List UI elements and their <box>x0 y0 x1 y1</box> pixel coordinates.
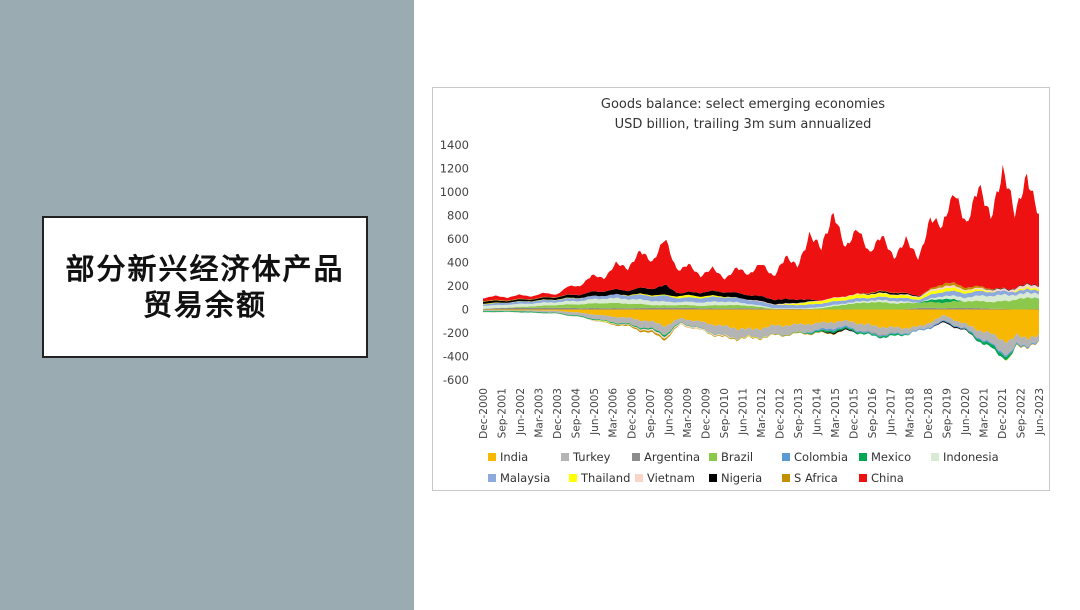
x-tick-label: Dec-2012 <box>775 388 787 439</box>
x-tick-label: Dec-2018 <box>923 388 935 439</box>
series-area-china <box>483 164 1039 302</box>
legend-swatch <box>709 453 717 461</box>
legend-item-india: India <box>488 450 528 464</box>
legend-label: Argentina <box>644 450 700 464</box>
slide-heading: 部分新兴经济体产品贸易余额 <box>65 252 345 322</box>
legend-item-malaysia: Malaysia <box>488 471 550 485</box>
y-tick-label: 0 <box>462 303 469 317</box>
x-tick-label: Dec-2003 <box>552 388 564 439</box>
series-area-india <box>483 309 1039 344</box>
x-tick-label: Dec-2009 <box>700 388 712 439</box>
legend-swatch <box>632 453 640 461</box>
legend-label: Turkey <box>572 450 611 464</box>
x-tick-label: Jun-2023 <box>1034 388 1046 436</box>
legend-swatch <box>859 474 867 482</box>
series-area-brazil <box>483 297 1039 336</box>
x-tick-label: Sep-2004 <box>571 388 583 439</box>
y-tick-label: 1400 <box>440 138 469 152</box>
x-axis: Dec-2000 Sep-2001 Jun-2002 Mar-2003 Dec-2003… <box>478 388 1046 439</box>
legend-label: Malaysia <box>500 471 550 485</box>
legend-swatch <box>709 474 717 482</box>
legend-swatch <box>488 453 496 461</box>
legend-item-china: China <box>859 471 904 485</box>
y-tick-label: -400 <box>443 350 469 364</box>
y-tick-label: 200 <box>447 279 469 293</box>
legend-swatch <box>561 453 569 461</box>
legend-label: Colombia <box>794 450 848 464</box>
series-area-malaysia <box>483 288 1039 309</box>
x-tick-label: Jun-2011 <box>738 388 750 436</box>
legend-label: Brazil <box>721 450 753 464</box>
x-tick-label: Mar-2012 <box>756 388 768 438</box>
x-tick-label: Sep-2016 <box>867 388 879 439</box>
legend-label: S Africa <box>794 471 838 485</box>
chart-frame: Goods balance: select emerging economies… <box>432 87 1050 491</box>
x-tick-label: Mar-2003 <box>534 388 546 438</box>
y-tick-label: 600 <box>447 232 469 246</box>
legend-item-nigeria: Nigeria <box>709 471 762 485</box>
legend-item-turkey: Turkey <box>561 450 611 464</box>
legend-swatch <box>859 453 867 461</box>
y-tick-label: -600 <box>443 373 469 387</box>
legend-item-argentina: Argentina <box>632 450 700 464</box>
legend-item-s-africa: S Africa <box>782 471 838 485</box>
chart-legend: India Turkey Argentina Brazil Colombia Mexico… <box>488 450 999 485</box>
chart-title: Goods balance: select emerging economies <box>601 97 885 112</box>
legend-label: Thailand <box>580 471 630 485</box>
stacked-area-chart: Goods balance: select emerging economies… <box>440 97 1046 485</box>
x-tick-label: Sep-2001 <box>497 388 509 438</box>
legend-label: Mexico <box>871 450 911 464</box>
left-panel: 部分新兴经济体产品贸易余额 <box>0 0 414 610</box>
x-tick-label: Jun-2008 <box>663 388 675 436</box>
legend-swatch <box>782 453 790 461</box>
legend-item-indonesia: Indonesia <box>931 450 999 464</box>
x-tick-label: Jun-2005 <box>589 388 601 436</box>
legend-label: Indonesia <box>943 450 999 464</box>
x-tick-label: Dec-2021 <box>997 388 1009 439</box>
x-tick-label: Sep-2010 <box>719 388 731 438</box>
legend-label: India <box>500 450 528 464</box>
x-tick-label: Dec-2000 <box>478 388 490 439</box>
y-tick-label: 800 <box>447 209 469 223</box>
y-axis: 1400 1200 1000 800 600 400 200 0 -200 -400 -600 <box>440 138 469 387</box>
plot-area <box>483 164 1039 361</box>
series-area-turkey <box>483 310 1039 356</box>
y-tick-label: -200 <box>443 326 469 340</box>
series-area-vietnam <box>483 283 1039 341</box>
y-tick-label: 1200 <box>440 162 469 176</box>
x-tick-label: Mar-2015 <box>830 388 842 438</box>
x-tick-label: Mar-2021 <box>978 388 990 438</box>
x-tick-label: Sep-2019 <box>941 388 953 438</box>
legend-label: Vietnam <box>647 471 695 485</box>
legend-item-mexico: Mexico <box>859 450 911 464</box>
chart-subtitle: USD billion, trailing 3m sum annualized <box>615 117 872 132</box>
x-tick-label: Mar-2018 <box>904 388 916 438</box>
legend-swatch <box>931 453 939 461</box>
x-tick-label: Jun-2002 <box>515 388 527 436</box>
y-tick-label: 1000 <box>440 185 469 199</box>
x-tick-label: Jun-2017 <box>886 388 898 436</box>
legend-swatch <box>569 474 577 482</box>
series-area-indonesia <box>483 291 1039 310</box>
x-tick-label: Dec-2006 <box>626 388 638 439</box>
x-tick-label: Mar-2006 <box>608 388 620 438</box>
legend-item-vietnam: Vietnam <box>635 471 695 485</box>
legend-label: China <box>871 471 904 485</box>
legend-swatch <box>635 474 643 482</box>
legend-label: Nigeria <box>721 471 762 485</box>
x-tick-label: Sep-2007 <box>645 388 657 438</box>
legend-item-colombia: Colombia <box>782 450 848 464</box>
x-tick-label: Jun-2014 <box>812 388 824 436</box>
legend-item-thailand: Thailand <box>569 471 630 485</box>
x-tick-label: Jun-2020 <box>960 388 972 436</box>
x-tick-label: Sep-2022 <box>1016 388 1028 438</box>
y-tick-label: 400 <box>447 256 469 270</box>
x-tick-label: Dec-2015 <box>849 388 861 439</box>
slide-title-box: 部分新兴经济体产品贸易余额 <box>42 216 368 358</box>
legend-swatch <box>488 474 496 482</box>
legend-swatch <box>782 474 790 482</box>
x-tick-label: Sep-2013 <box>793 388 805 438</box>
x-tick-label: Mar-2009 <box>682 388 694 438</box>
legend-item-brazil: Brazil <box>709 450 753 464</box>
